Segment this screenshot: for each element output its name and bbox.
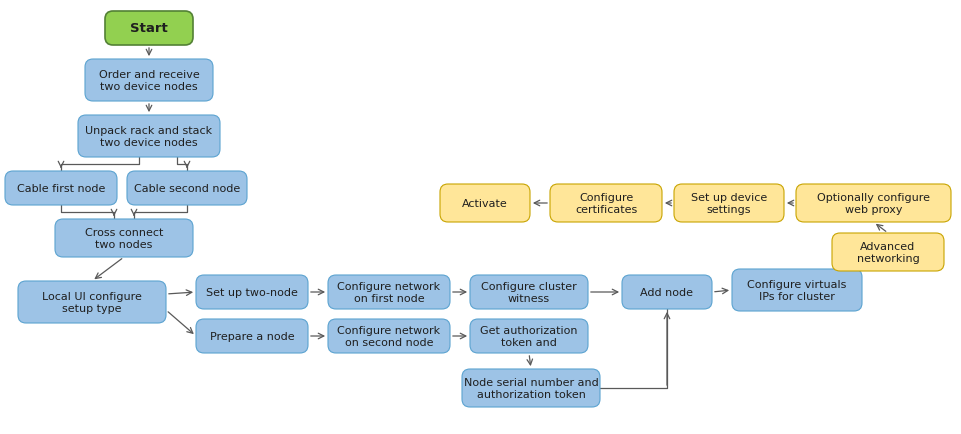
Text: Optionally configure
web proxy: Optionally configure web proxy [817,192,930,215]
Text: Advanced
networking: Advanced networking [856,241,920,263]
Text: Activate: Activate [462,198,507,208]
Text: Cable second node: Cable second node [134,184,240,194]
Text: Prepare a node: Prepare a node [209,331,294,341]
FancyBboxPatch shape [796,184,951,223]
Text: Node serial number and
authorization token: Node serial number and authorization tok… [463,377,599,399]
Text: Add node: Add node [640,287,694,297]
Text: Configure network
on second node: Configure network on second node [337,325,440,347]
Text: Unpack rack and stack
two device nodes: Unpack rack and stack two device nodes [86,125,212,148]
FancyBboxPatch shape [78,116,220,158]
Text: Configure cluster
witness: Configure cluster witness [481,281,577,303]
FancyBboxPatch shape [470,319,588,353]
Text: Set up two-node: Set up two-node [206,287,298,297]
FancyBboxPatch shape [550,184,662,223]
Text: Set up device
settings: Set up device settings [691,192,767,215]
FancyBboxPatch shape [674,184,784,223]
FancyBboxPatch shape [85,60,213,102]
Text: Order and receive
two device nodes: Order and receive two device nodes [99,69,199,92]
Text: Configure
certificates: Configure certificates [575,192,637,215]
Text: Configure network
on first node: Configure network on first node [337,281,440,303]
FancyBboxPatch shape [55,220,193,257]
FancyBboxPatch shape [470,275,588,309]
FancyBboxPatch shape [196,275,308,309]
FancyBboxPatch shape [440,184,530,223]
FancyBboxPatch shape [196,319,308,353]
Text: Start: Start [130,23,168,36]
FancyBboxPatch shape [18,281,166,323]
Text: Get authorization
token and: Get authorization token and [480,325,578,347]
FancyBboxPatch shape [328,319,450,353]
FancyBboxPatch shape [832,233,944,271]
FancyBboxPatch shape [622,275,712,309]
FancyBboxPatch shape [462,369,600,407]
Text: Configure virtuals
IPs for cluster: Configure virtuals IPs for cluster [748,279,847,302]
FancyBboxPatch shape [127,171,247,206]
FancyBboxPatch shape [5,171,117,206]
Text: Cable first node: Cable first node [16,184,105,194]
Text: Local UI configure
setup type: Local UI configure setup type [42,291,142,313]
FancyBboxPatch shape [732,270,862,311]
Text: Cross connect
two nodes: Cross connect two nodes [85,227,163,250]
FancyBboxPatch shape [328,275,450,309]
FancyBboxPatch shape [105,12,193,46]
